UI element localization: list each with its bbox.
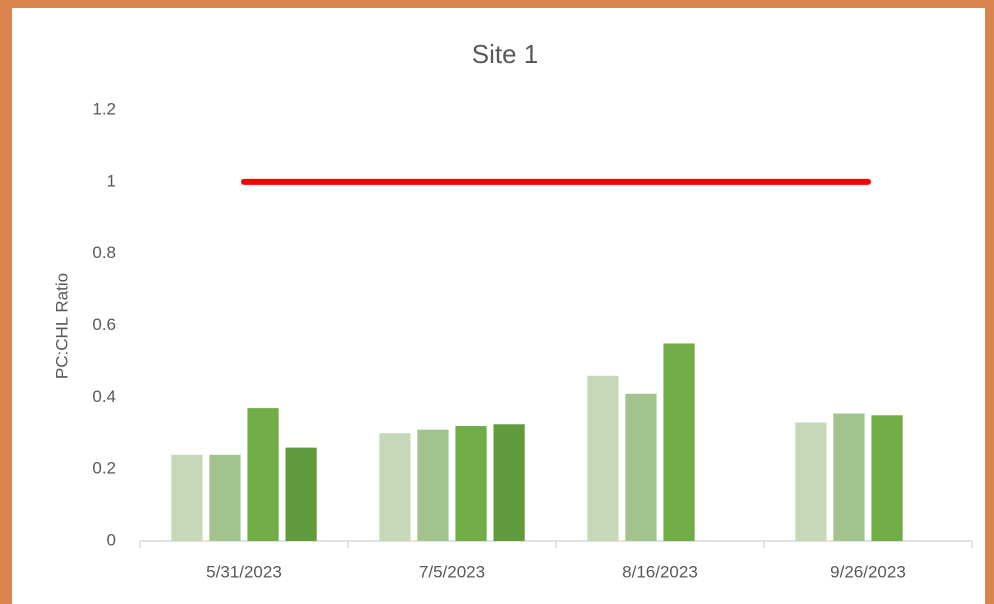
bar [209,454,241,541]
y-tick-label: 1 [107,171,116,190]
x-tick-label: 9/26/2023 [830,562,906,581]
x-tick-label: 5/31/2023 [206,562,282,581]
bar [417,429,449,541]
y-tick-label: 1.2 [92,99,116,118]
bar [625,393,657,541]
bar [247,408,279,541]
y-axis-label: PC:CHL Ratio [52,273,71,379]
chart-title: Site 1 [472,39,539,69]
bar [795,422,827,541]
bar [379,433,411,541]
bar [455,426,487,541]
y-tick-label: 0.6 [92,315,116,334]
bar [493,424,525,541]
bar [171,454,203,541]
y-tick-label: 0.4 [92,387,116,406]
bar [871,415,903,541]
y-tick-label: 0 [107,530,116,549]
y-tick-label: 0.2 [92,459,116,478]
bar [833,413,865,541]
bar [587,375,619,541]
bar [663,343,695,541]
y-tick-label: 0.8 [92,243,116,262]
x-tick-label: 8/16/2023 [622,562,698,581]
x-tick-label: 7/5/2023 [419,562,485,581]
bar [285,447,317,541]
